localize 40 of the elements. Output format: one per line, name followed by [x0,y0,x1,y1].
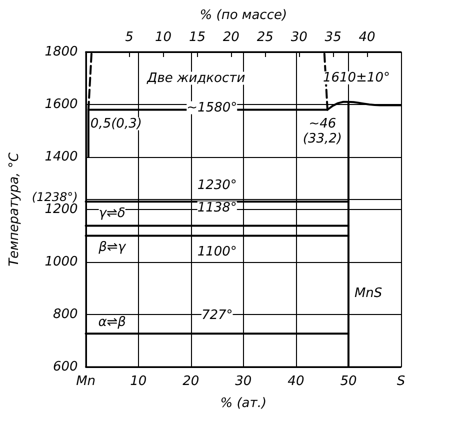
x2-tick-label: 15 [188,30,206,45]
x2-tick-label: 25 [256,30,274,45]
annotation: 1138° [197,200,237,216]
x-tick-label: 50 [340,374,357,389]
x2-axis-title: % (по массе) [200,8,288,23]
x2-tick-label: 5 [125,30,134,45]
x2-tick-label: 10 [154,30,172,45]
x2-tick-label: 35 [324,30,342,45]
x-axis-title: % (ат.) [220,396,267,411]
y-tick-label: 1600 [44,97,78,112]
annotation: 1230° [197,178,237,194]
x2-tick-label: 20 [222,30,240,45]
annotation: ~1580° [186,100,238,116]
x2-tick-label: 40 [358,30,376,45]
annotation: 0,5(0,3) [90,116,142,132]
annotation: Две жидкости [146,70,246,86]
annotation: 1100° [197,244,237,260]
y-axis-title: Температура, °С [7,152,22,266]
x-tick-label: 40 [288,374,304,389]
y-tick-label: (1238°) [32,190,78,204]
y-tick-label: 1800 [44,44,78,60]
y-tick-label: 1400 [44,150,78,164]
y-tick-label: 1200 [44,202,78,217]
annotation: MnS [354,286,382,301]
annotation: α⇌β [98,314,126,330]
annotation: γ⇌δ [98,206,126,221]
x-tick-label: 20 [182,374,200,389]
x-tick-label: 30 [235,374,252,389]
annotation: (33,2) [302,131,342,146]
y-tick-label: 1000 [44,254,78,270]
annotation: 727° [201,308,233,324]
annotation: β⇌γ [98,240,127,256]
x2-tick-label: 30 [290,30,308,45]
x-tick-label: Mn [76,374,96,389]
annotation: 1610±10° [322,70,390,86]
annotation: ~46 [308,116,336,132]
y-tick-label: 600 [52,360,78,374]
x-tick-label: 10 [130,374,147,389]
x-tick-label: S [396,374,406,389]
y-tick-label: 800 [52,307,78,322]
